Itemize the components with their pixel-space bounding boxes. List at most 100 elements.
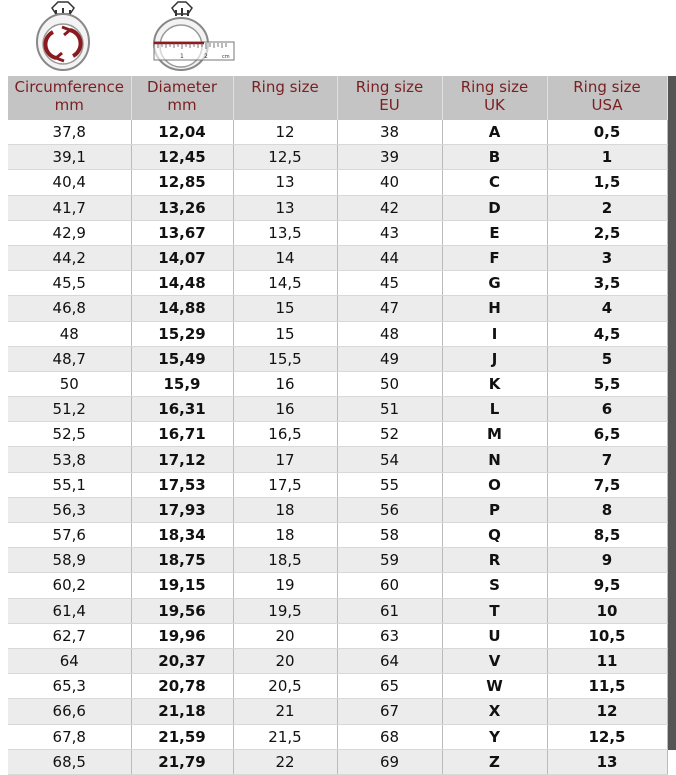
cell-ring-size-usa: 9: [547, 547, 668, 574]
cell-ring-size-usa: 6,5: [547, 421, 668, 448]
cell-circumference: 42,9: [8, 220, 132, 246]
cell-ring-size-uk: D: [442, 195, 548, 221]
cell-ring-size-eu: 45: [337, 270, 443, 297]
cell-diameter: 14,07: [131, 245, 234, 272]
cell-ring-size-usa: 2: [547, 195, 668, 221]
table-row: 50 15,9 16 50 K 5,5: [8, 371, 668, 398]
ruler-label-2: 2: [204, 53, 208, 60]
cell-ring-size-eu: 52: [337, 421, 443, 448]
table-row: 45,5 14,48 14,5 45 G 3,5: [8, 270, 668, 297]
header-line: Circumference: [14, 78, 124, 96]
cell-circumference: 60,2: [8, 572, 132, 599]
cell-ring-size-uk: B: [442, 144, 548, 171]
cell-ring-size-usa: 6: [547, 396, 668, 423]
cell-circumference: 58,9: [8, 547, 132, 574]
cell-circumference: 55,1: [8, 472, 132, 498]
cell-ring-size-uk: I: [442, 321, 548, 347]
cell-circumference: 65,3: [8, 673, 132, 700]
cell-ring-size: 13,5: [233, 220, 338, 246]
cell-ring-size-usa: 11: [547, 648, 668, 675]
cell-ring-size: 22: [233, 749, 338, 775]
cell-circumference: 68,5: [8, 749, 132, 775]
cell-ring-size-eu: 38: [337, 120, 443, 146]
cell-ring-size-eu: 47: [337, 295, 443, 322]
cell-diameter: 17,12: [131, 446, 234, 473]
cell-ring-size-usa: 11,5: [547, 673, 668, 700]
ruler-label-1: 1: [180, 53, 184, 60]
cell-ring-size-usa: 8,5: [547, 522, 668, 549]
cell-ring-size-usa: 5,5: [547, 371, 668, 398]
cell-circumference: 46,8: [8, 295, 132, 322]
cell-ring-size-usa: 10,5: [547, 623, 668, 649]
cell-ring-size-usa: 13: [547, 749, 668, 775]
cell-ring-size-usa: 3: [547, 245, 668, 272]
table-row: 68,5 21,79 22 69 Z 13: [8, 749, 668, 775]
table-row: 48 15,29 15 48 I 4,5: [8, 321, 668, 347]
cell-ring-size-uk: X: [442, 698, 548, 725]
table-row: 42,9 13,67 13,5 43 E 2,5: [8, 220, 668, 246]
table-row: 46,8 14,88 15 47 H 4: [8, 295, 668, 322]
cell-diameter: 15,9: [131, 371, 234, 398]
cell-ring-size-eu: 61: [337, 598, 443, 624]
cell-ring-size-uk: A: [442, 120, 548, 146]
ruler-label-cm: cm: [222, 54, 230, 60]
cell-ring-size: 15,5: [233, 346, 338, 372]
cell-ring-size-eu: 40: [337, 169, 443, 196]
cell-ring-size-usa: 12: [547, 698, 668, 725]
cell-circumference: 53,8: [8, 446, 132, 473]
cell-ring-size: 16,5: [233, 421, 338, 448]
header-line: Diameter: [146, 78, 218, 96]
cell-ring-size-uk: C: [442, 169, 548, 196]
header-ring-size-eu: Ring size EU: [337, 76, 443, 120]
table-row: 56,3 17,93 18 56 P 8: [8, 497, 668, 524]
cell-diameter: 16,31: [131, 396, 234, 423]
cell-ring-size: 20,5: [233, 673, 338, 700]
cell-ring-size-uk: M: [442, 421, 548, 448]
header-ring-size-uk: Ring size UK: [442, 76, 548, 120]
cell-diameter: 12,45: [131, 144, 234, 171]
table-row: 39,1 12,45 12,5 39 B 1: [8, 144, 668, 171]
cell-circumference: 45,5: [8, 270, 132, 297]
cell-diameter: 21,59: [131, 724, 234, 750]
cell-ring-size: 14: [233, 245, 338, 272]
cell-ring-size-eu: 59: [337, 547, 443, 574]
cell-diameter: 21,79: [131, 749, 234, 775]
cell-circumference: 64: [8, 648, 132, 675]
cell-circumference: 48,7: [8, 346, 132, 372]
cell-ring-size: 15: [233, 321, 338, 347]
cell-ring-size: 18: [233, 522, 338, 549]
cell-ring-size-eu: 65: [337, 673, 443, 700]
cell-ring-size-usa: 0,5: [547, 120, 668, 146]
header-line: Ring size: [460, 78, 529, 96]
cell-circumference: 61,4: [8, 598, 132, 624]
cell-ring-size-uk: L: [442, 396, 548, 423]
cell-ring-size-usa: 1,5: [547, 169, 668, 196]
cell-circumference: 66,6: [8, 698, 132, 725]
cell-ring-size-eu: 68: [337, 724, 443, 750]
cell-diameter: 15,49: [131, 346, 234, 372]
cell-diameter: 12,85: [131, 169, 234, 196]
cell-diameter: 14,48: [131, 270, 234, 297]
cell-ring-size: 17: [233, 446, 338, 473]
cell-diameter: 17,93: [131, 497, 234, 524]
cell-ring-size-uk: O: [442, 472, 548, 498]
table-row: 61,4 19,56 19,5 61 T 10: [8, 598, 668, 624]
table-row: 62,7 19,96 20 63 U 10,5: [8, 623, 668, 649]
cell-ring-size-uk: N: [442, 446, 548, 473]
cell-circumference: 50: [8, 371, 132, 398]
cell-ring-size-eu: 48: [337, 321, 443, 347]
cell-ring-size: 12: [233, 120, 338, 146]
table-row: 51,2 16,31 16 51 L 6: [8, 396, 668, 423]
cell-ring-size-usa: 9,5: [547, 572, 668, 599]
table-row: 64 20,37 20 64 V 11: [8, 648, 668, 675]
cell-ring-size-uk: T: [442, 598, 548, 624]
table-row: 40,4 12,85 13 40 C 1,5: [8, 169, 668, 196]
cell-ring-size: 18,5: [233, 547, 338, 574]
cell-ring-size: 16: [233, 371, 338, 398]
cell-ring-size-uk: K: [442, 371, 548, 398]
table-row: 58,9 18,75 18,5 59 R 9: [8, 547, 668, 574]
cell-ring-size-uk: Q: [442, 522, 548, 549]
header-line: mm: [167, 96, 197, 114]
header-line: Ring size: [251, 78, 319, 96]
cell-ring-size-uk: Z: [442, 749, 548, 775]
